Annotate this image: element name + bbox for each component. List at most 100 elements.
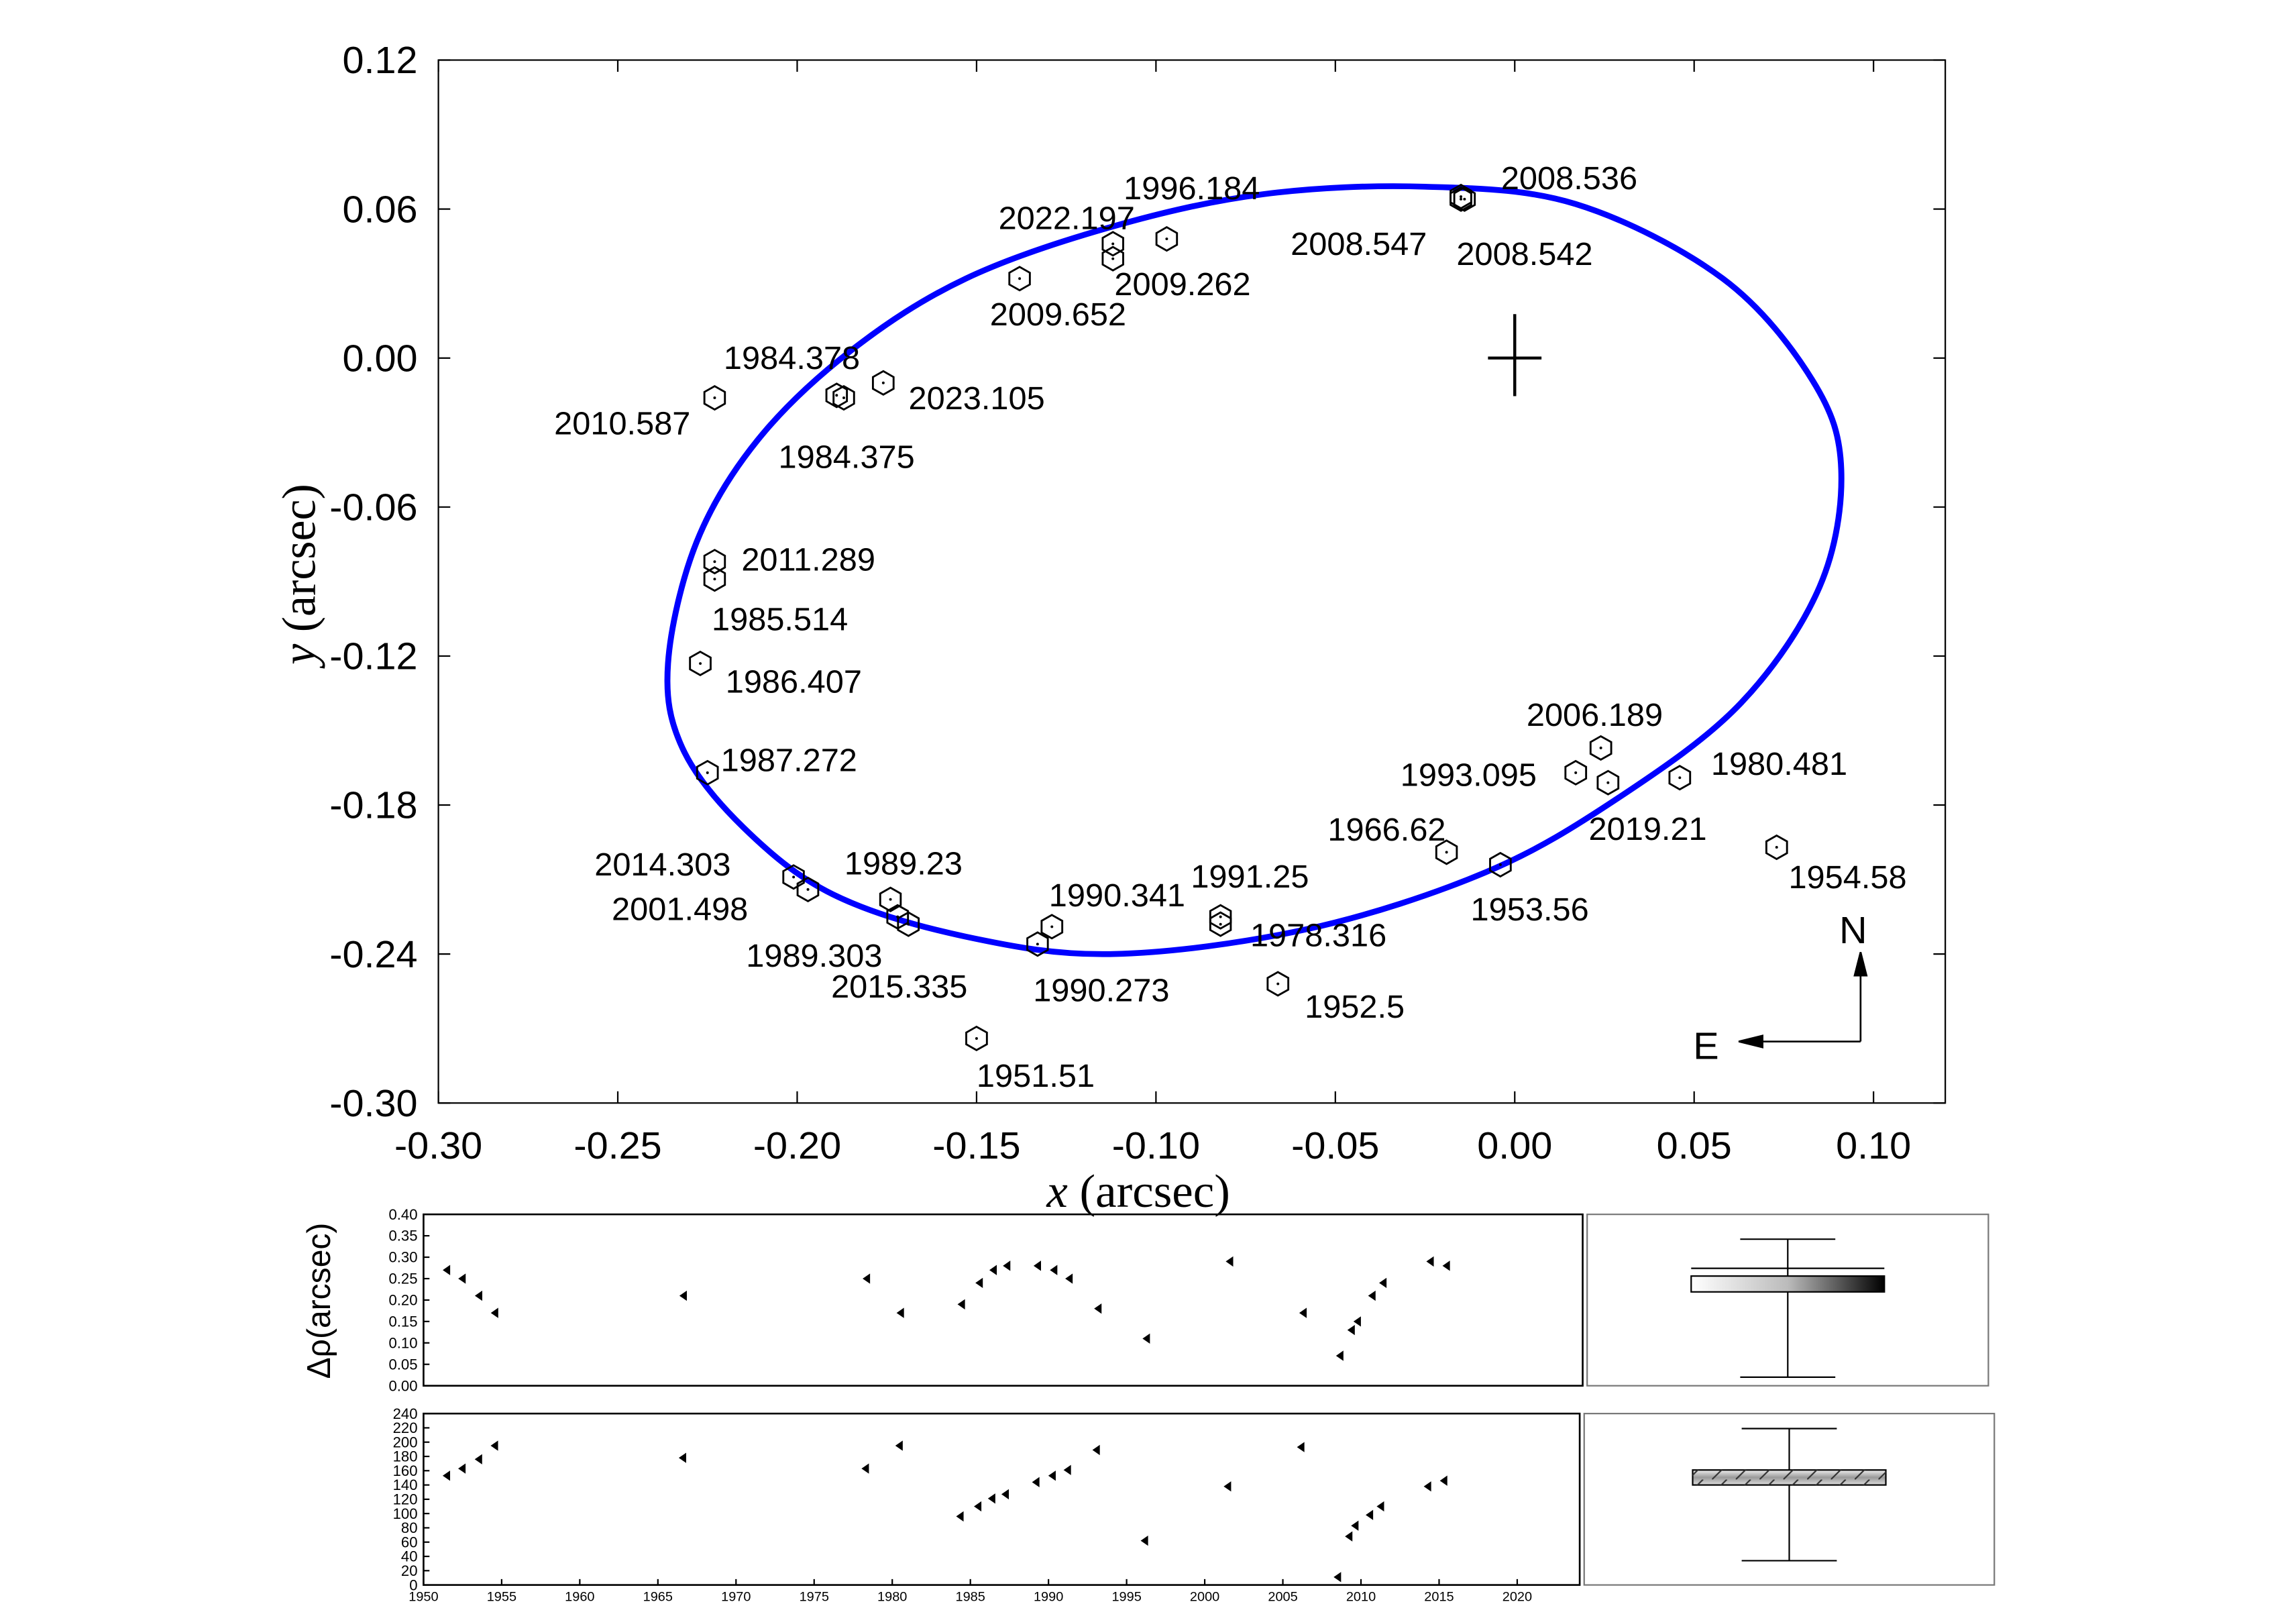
residual-point [1379, 1277, 1387, 1289]
epoch-label: 2008.536 [1501, 161, 1637, 197]
y-tick-label: 160 [393, 1462, 418, 1479]
residual-point [458, 1273, 466, 1284]
observation-dot [713, 396, 716, 399]
x-tick-label: -0.15 [932, 1125, 1020, 1168]
epoch-label: 1989.303 [746, 938, 882, 974]
north-arrowhead [1853, 951, 1868, 977]
residual-point [1050, 1265, 1058, 1275]
observation-dot [1445, 851, 1448, 854]
y-tick-label: 20 [401, 1562, 418, 1579]
x-tick-label: 2010 [1346, 1590, 1376, 1604]
observation [703, 384, 726, 411]
residual-point [1223, 1481, 1232, 1492]
x-tick-label: 2000 [1190, 1590, 1219, 1604]
y-tick-label: 0.25 [388, 1271, 417, 1287]
residual-point [1094, 1303, 1102, 1314]
epoch-label: 2008.547 [1291, 226, 1427, 262]
residual-point [1297, 1442, 1305, 1452]
y-tick-label: -0.06 [329, 486, 417, 529]
residual-point [1351, 1520, 1359, 1531]
observation-dot [1219, 922, 1222, 926]
x-tick-label: 1990 [1034, 1590, 1063, 1604]
epoch-label: 1966.62 [1327, 812, 1445, 848]
residual-y-label: Δρ(arcsec) [301, 1223, 337, 1379]
y-tick-label: -0.12 [329, 635, 417, 678]
y-tick-label: 100 [393, 1505, 418, 1522]
epoch-label: 1953.56 [1471, 892, 1589, 928]
epoch-label: 1984.378 [724, 340, 860, 376]
residual-point [896, 1307, 904, 1318]
x-tick-label: 1965 [643, 1590, 673, 1604]
epoch-label: 1991.25 [1191, 859, 1309, 895]
observation [879, 886, 902, 912]
residual-point [1345, 1531, 1353, 1542]
observation-dot [1498, 863, 1502, 866]
epoch-label: 1980.481 [1711, 746, 1847, 782]
y-tick-label: 0.05 [388, 1356, 417, 1373]
residual-point [1368, 1290, 1376, 1301]
epoch-label: 2009.262 [1114, 267, 1250, 303]
observation [1026, 931, 1049, 957]
observation [703, 549, 726, 575]
observation-dot [1678, 776, 1682, 780]
observation-dot [842, 396, 846, 399]
x-tick-label: 2020 [1502, 1590, 1532, 1604]
observation [897, 911, 920, 937]
residual-point [1366, 1509, 1374, 1520]
x-tick-label: -0.05 [1291, 1125, 1379, 1168]
x-tick-label: 1955 [487, 1590, 516, 1604]
epoch-label: 2019.21 [1589, 811, 1707, 847]
observation-dot [713, 578, 716, 581]
residual-point [1439, 1475, 1447, 1486]
residual-point [1063, 1464, 1071, 1475]
residual-point [895, 1440, 903, 1451]
observation [1589, 735, 1612, 761]
observation [1209, 904, 1232, 930]
observation [1266, 971, 1290, 997]
residual-point [975, 1277, 983, 1289]
y-tick-label: 0.06 [342, 189, 417, 231]
y-tick-label: -0.18 [329, 784, 417, 827]
residual-point [443, 1265, 451, 1275]
y-tick-label: 140 [393, 1477, 418, 1493]
y-tick-label: 240 [393, 1405, 418, 1422]
x-tick-label: 1950 [408, 1590, 438, 1604]
y-tick-label: 0.35 [388, 1228, 417, 1244]
observation [832, 384, 855, 411]
observation [1008, 266, 1031, 292]
observation [1668, 765, 1692, 791]
epoch-label: 1952.5 [1305, 989, 1405, 1025]
epoch-label: 2001.498 [612, 892, 748, 928]
x-tick-label: 0.00 [1477, 1125, 1552, 1168]
observation-dot [713, 560, 716, 564]
epoch-label: 1990.273 [1033, 973, 1169, 1009]
epoch-label: 1978.316 [1250, 918, 1386, 954]
y-tick-label: 80 [401, 1519, 418, 1536]
observation-dot [1165, 237, 1168, 241]
y-axis-symbol: y [273, 643, 326, 669]
x-tick-label: -0.20 [753, 1125, 841, 1168]
residual-point [1001, 1489, 1009, 1500]
epoch-label: 2014.303 [594, 847, 730, 884]
y-tick-label: 0.20 [388, 1292, 417, 1309]
observation-dot [889, 898, 892, 901]
observation [696, 759, 719, 786]
residual-point [1335, 1350, 1344, 1361]
observation-dot [1036, 943, 1039, 946]
residual-point [1442, 1261, 1450, 1271]
residual-point [957, 1299, 965, 1309]
compass-north: N [1839, 910, 1867, 953]
observation-dot [1050, 925, 1054, 928]
observation [1155, 226, 1179, 252]
residual-point [1032, 1477, 1040, 1487]
y-tick-label: 0.40 [388, 1206, 417, 1223]
box-panel-frame [1586, 1214, 1989, 1387]
residual-point [956, 1511, 964, 1522]
epoch-label: 1989.23 [844, 846, 963, 882]
x-tick-label: 0.05 [1657, 1125, 1732, 1168]
y-tick-label: 40 [401, 1548, 418, 1565]
epoch-label: 1954.58 [1788, 859, 1906, 896]
observation-dot [792, 875, 796, 879]
residual-point [1142, 1333, 1150, 1344]
